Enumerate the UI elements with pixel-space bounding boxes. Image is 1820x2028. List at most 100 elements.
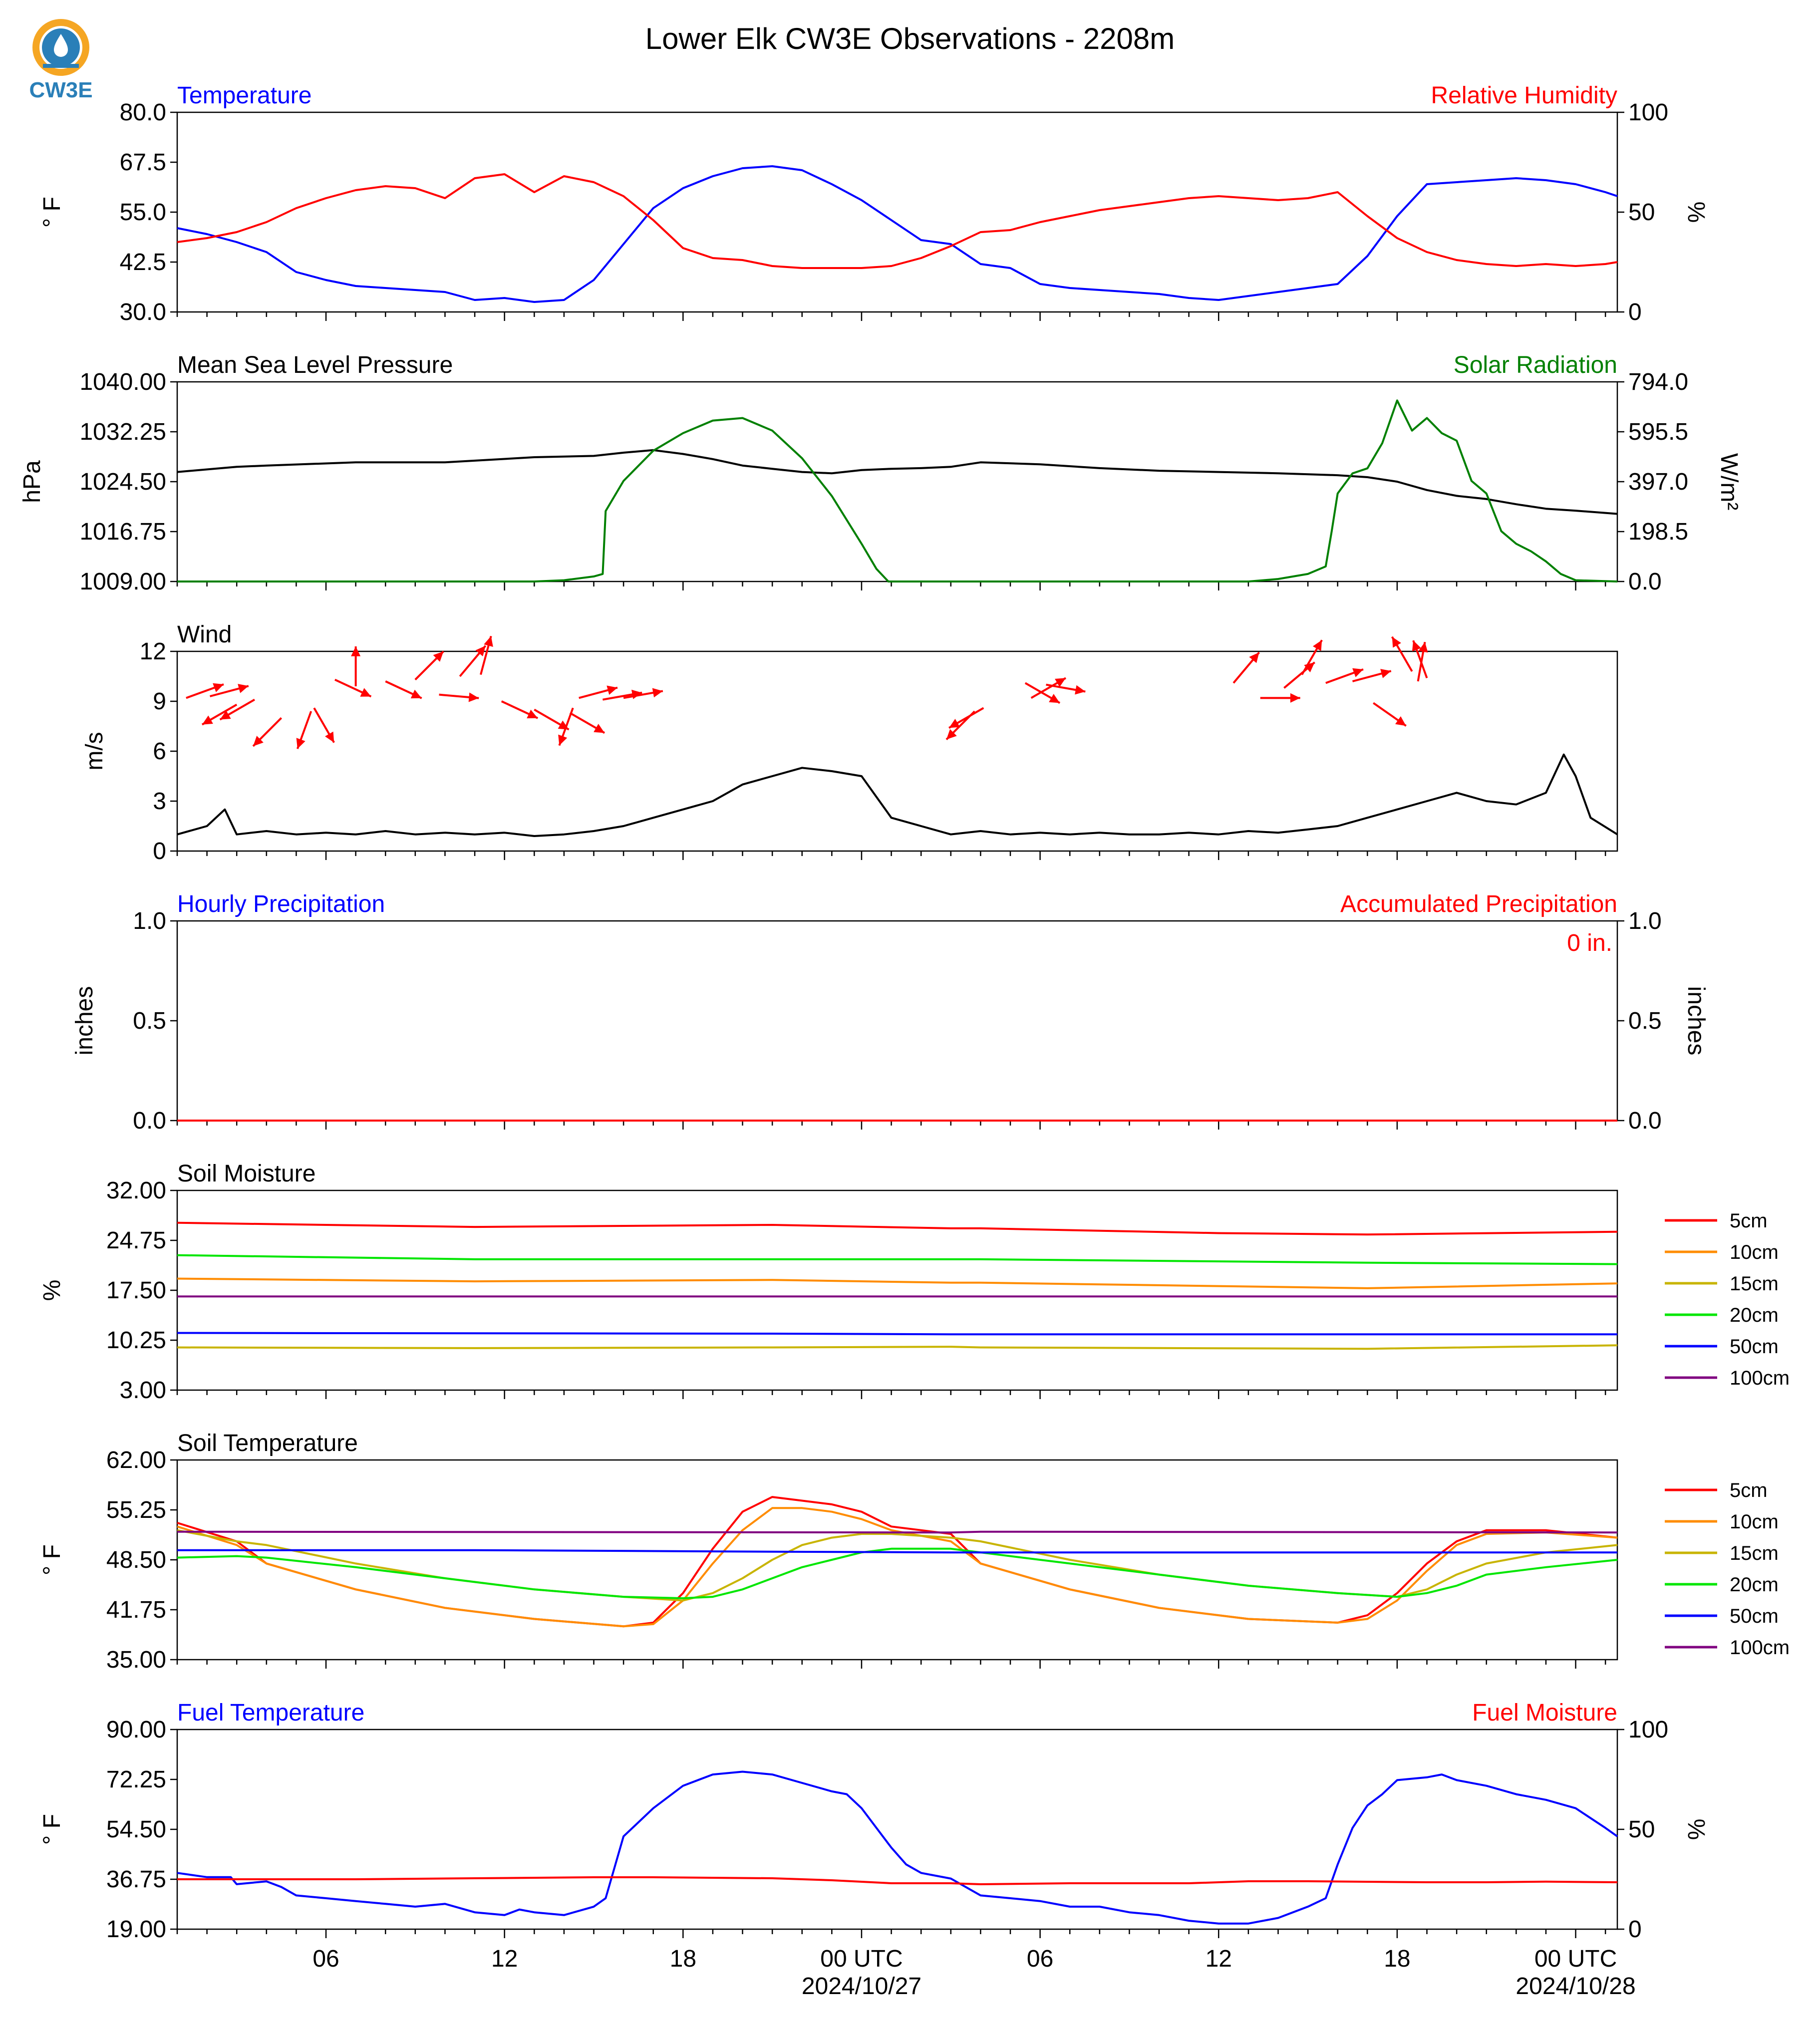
wind-arrow xyxy=(252,717,283,747)
y-axis-label: ° F xyxy=(39,1544,65,1575)
y-axis-label: inches xyxy=(71,986,98,1056)
legend-label-50cm: 50cm xyxy=(1730,1605,1779,1627)
panel-soilmoist: Soil Moisture 3.00 10.25 17.50 24.75 32.00% 5c… xyxy=(39,1160,1790,1404)
wind-arrow-head xyxy=(1392,636,1401,648)
legend-label-100cm: 100cm xyxy=(1730,1367,1790,1389)
y-axis-label: ° F xyxy=(39,197,65,228)
panel-frame xyxy=(176,1189,1618,1391)
wind-arrow xyxy=(186,683,224,699)
legend-label-10cm: 10cm xyxy=(1730,1241,1779,1263)
panel-title-left: Temperature xyxy=(177,82,311,109)
y-tick-label: 1040.00 xyxy=(79,369,166,395)
wind-arrow xyxy=(948,707,984,729)
y-tick-label-right: 0.5 xyxy=(1628,1008,1662,1034)
wind-arrow-head xyxy=(1075,685,1086,695)
wind-arrow-head xyxy=(468,692,479,702)
y-axis-label-right: W/m² xyxy=(1716,453,1742,511)
panel-soiltemp: Soil Temperature 35.00 41.75 48.50 55.25 62.0… xyxy=(39,1430,1790,1673)
y-tick-label: 0.0 xyxy=(133,1108,166,1134)
y-tick-label: 0 xyxy=(153,838,166,865)
panel-title-right: Accumulated Precipitation xyxy=(1340,891,1617,917)
y-tick-label: 35.00 xyxy=(106,1647,166,1673)
wind-arrow-head xyxy=(1055,678,1066,687)
figure-title: Lower Elk CW3E Observations - 2208m xyxy=(645,22,1175,55)
y-axis-label: ° F xyxy=(39,1814,65,1845)
wind-arrow-head xyxy=(1395,716,1406,726)
y-tick-label: 62.00 xyxy=(106,1447,166,1473)
wind-arrow xyxy=(1412,640,1428,679)
y-tick-label: 42.5 xyxy=(120,249,166,276)
legend-label-10cm: 10cm xyxy=(1730,1511,1779,1533)
wind-arrow xyxy=(501,700,539,719)
wind-arrow xyxy=(1283,661,1315,689)
accumulated-precip-value: 0 in. xyxy=(1567,930,1612,956)
wind-arrow-head xyxy=(433,651,444,662)
legend-label-5cm: 5cm xyxy=(1730,1210,1768,1232)
wind-arrow-head xyxy=(360,688,371,697)
series-15cm-seg-0 xyxy=(177,1344,1618,1350)
wind-arrow-head xyxy=(949,719,960,728)
wind-arrow-head xyxy=(325,731,334,743)
y-tick-label: 55.0 xyxy=(120,199,166,226)
y-tick-label: 36.75 xyxy=(106,1866,166,1893)
wind-arrow xyxy=(296,711,312,749)
wind-arrow xyxy=(579,685,618,699)
panel-frame xyxy=(176,1459,1618,1661)
wind-arrow-head xyxy=(410,689,422,699)
y-tick-label-right: 50 xyxy=(1628,199,1655,226)
logo-wave xyxy=(43,64,79,68)
series-20cm-seg-0 xyxy=(177,1547,1618,1599)
wind-arrow-head xyxy=(1352,668,1364,677)
wind-arrow xyxy=(313,707,335,743)
x-tick-label: 18 xyxy=(1384,1946,1410,1972)
series-50cm-seg-0 xyxy=(177,1332,1617,1336)
legend-label-20cm: 20cm xyxy=(1730,1574,1779,1596)
y-tick-label: 67.5 xyxy=(120,149,166,176)
legend-label-15cm: 15cm xyxy=(1730,1542,1779,1564)
y-tick-label: 10.25 xyxy=(106,1327,166,1354)
wind-arrow-head xyxy=(1049,694,1060,703)
wind-arrow-head xyxy=(607,685,617,695)
wind-arrow xyxy=(1373,702,1407,727)
wind-arrow-head xyxy=(253,736,264,746)
wind-arrow xyxy=(414,650,444,681)
y-tick-label-right: 0 xyxy=(1628,299,1642,325)
x-tick-label: 12 xyxy=(491,1946,518,1972)
wind-arrow xyxy=(558,707,574,746)
y-tick-label-right: 0.0 xyxy=(1628,1108,1662,1134)
series-0-seg-0 xyxy=(177,1770,1618,1925)
wind-arrow-head xyxy=(1380,669,1391,678)
wind-arrow-head xyxy=(213,683,224,692)
y-tick-label: 32.00 xyxy=(106,1177,166,1204)
series-0-seg-0 xyxy=(177,753,1618,837)
x-date-label: 2024/10/27 xyxy=(802,1973,921,2000)
series-5cm-seg-0 xyxy=(177,1496,1618,1628)
y-tick-label: 0.5 xyxy=(133,1008,166,1034)
y-tick-label: 80.0 xyxy=(120,99,166,126)
series-10cm-seg-0 xyxy=(177,1507,1618,1628)
wind-arrow-head xyxy=(220,710,231,720)
y-tick-label-right: 1.0 xyxy=(1628,908,1662,934)
wind-arrow xyxy=(201,703,238,726)
x-tick-label: 18 xyxy=(670,1946,696,1972)
y-tick-label-right: 198.5 xyxy=(1628,519,1688,545)
legend: 5cm 10cm 15cm 20cm 50cm 100cm xyxy=(1665,1210,1790,1389)
wind-arrow-head xyxy=(202,715,213,725)
y-tick-label: 9 xyxy=(153,688,166,715)
panel-frame xyxy=(176,920,1618,1122)
wind-arrow-head xyxy=(1290,693,1300,703)
wind-arrow xyxy=(1046,683,1086,695)
panel-title-left: Soil Moisture xyxy=(177,1160,315,1187)
y-tick-label: 41.75 xyxy=(106,1597,166,1623)
series-50cm-seg-0 xyxy=(177,1549,1617,1554)
y-tick-label: 6 xyxy=(153,738,166,765)
x-tick-label: 06 xyxy=(1027,1946,1053,1972)
series-1-seg-0 xyxy=(177,1876,1618,1885)
x-date-label: 2024/10/28 xyxy=(1516,1973,1635,2000)
panel-temp: Temperature Relative Humidity 30.0 42.5 55.0… xyxy=(39,82,1709,325)
wind-arrow-head xyxy=(296,738,305,749)
panel-wind: Wind 0 3 6 9 12 m/s xyxy=(81,621,1618,865)
panel-title-left: Hourly Precipitation xyxy=(177,891,385,917)
y-axis-label: % xyxy=(39,1280,65,1301)
panel-title-right: Relative Humidity xyxy=(1431,82,1617,109)
